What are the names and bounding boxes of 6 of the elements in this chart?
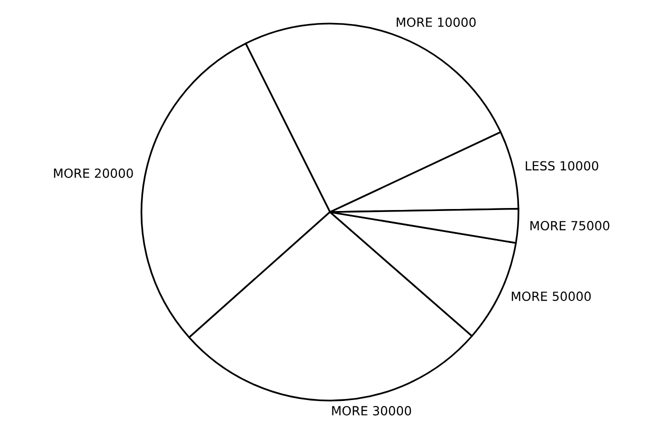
slice-label: MORE 30000 bbox=[332, 406, 412, 416]
slice-label: MORE 75000 bbox=[530, 220, 610, 230]
slice-label: MORE 10000 bbox=[396, 17, 476, 27]
slice-label: MORE 20000 bbox=[54, 168, 133, 178]
slice-label: MORE 50000 bbox=[512, 292, 591, 301]
slice-label: LESS 10000 bbox=[526, 161, 598, 171]
